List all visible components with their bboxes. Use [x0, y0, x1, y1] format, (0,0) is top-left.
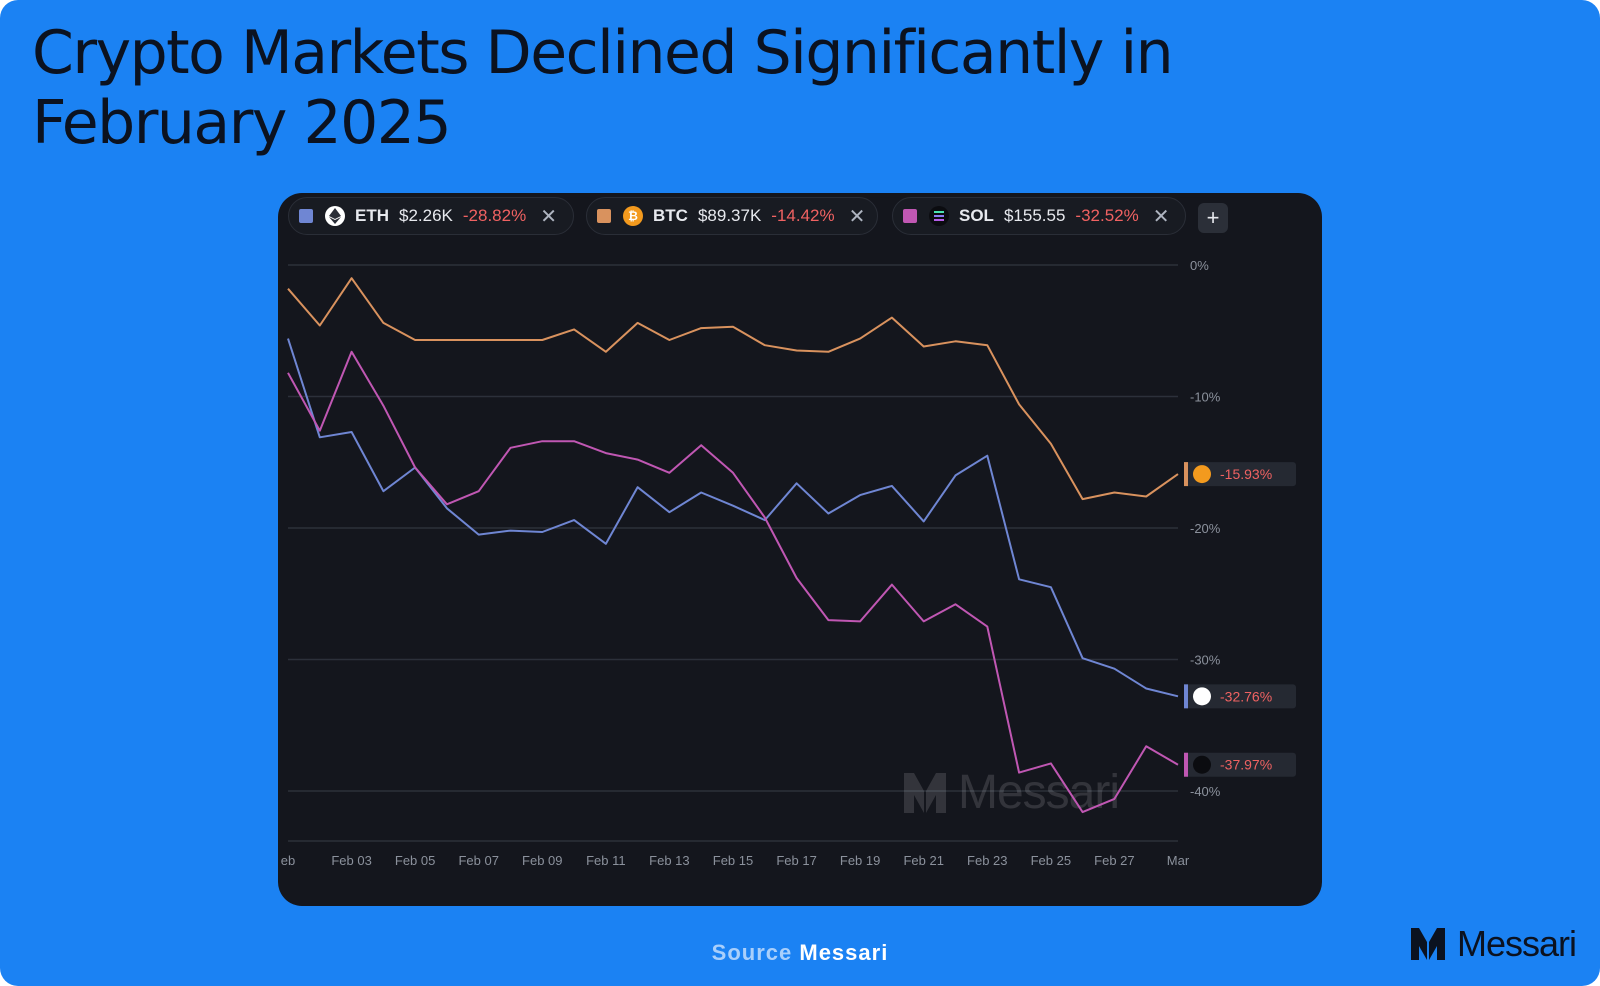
end-label-box: [1184, 462, 1296, 487]
legend-change: -28.82%: [462, 206, 527, 225]
x-tick-label: Feb 13: [649, 853, 689, 868]
bitcoin-icon: ₿: [623, 206, 643, 226]
x-tick-label: Feb 11: [586, 853, 626, 868]
solana-icon: [1193, 755, 1211, 774]
x-tick-label: Feb 21: [903, 853, 943, 868]
x-tick-label: eb: [281, 853, 295, 868]
y-tick-label: -30%: [1190, 653, 1221, 668]
messari-watermark-logo-icon: [904, 773, 946, 813]
x-tick-label: Feb 15: [713, 853, 753, 868]
series-line-eth: [287, 338, 1179, 698]
brand-name: Messari: [1456, 923, 1577, 964]
end-labels: -15.93% -32.76% -37.97%: [1184, 462, 1296, 777]
legend-pill-btc[interactable]: ₿ BTC $89.37K -14.42% ✕: [586, 197, 878, 235]
end-label-marker: [1184, 684, 1188, 709]
bitcoin-icon: [1193, 465, 1211, 484]
watermark: Messari: [904, 766, 1120, 819]
remove-sol-icon[interactable]: ✕: [1152, 205, 1170, 228]
y-axis: 0% -10% -20% -30% -40%: [1190, 258, 1221, 799]
ethereum-icon: [1193, 687, 1211, 706]
legend-price: $2.26K: [399, 206, 453, 225]
legend-symbol: BTC: [653, 206, 688, 225]
sol-swatch: [903, 209, 917, 223]
x-tick-label: Feb 17: [776, 853, 816, 868]
legend-pill-eth[interactable]: ETH $2.26K -28.82% ✕: [288, 197, 574, 235]
y-tick-label: -40%: [1190, 784, 1221, 799]
grid-lines: [288, 264, 1178, 842]
x-axis: eb Feb 03 Feb 05 Feb 07 Feb 09 Feb 11 Feb 13 Fe…: [281, 853, 1190, 868]
x-tick-label: Feb 07: [458, 853, 498, 868]
chart-panel: Messari 0% -10% -20% -30% -40% eb Feb 03 Feb 0…: [278, 193, 1322, 906]
x-tick-label: Feb 25: [1031, 853, 1071, 868]
series-lines: [287, 277, 1179, 814]
end-label-value: -37.97%: [1220, 757, 1272, 773]
end-label-marker: [1184, 462, 1188, 487]
x-tick-label: Feb 05: [395, 853, 435, 868]
y-tick-label: -10%: [1190, 390, 1221, 405]
end-label-eth: -32.76%: [1184, 684, 1296, 709]
brand-logo: Messari: [1410, 923, 1577, 964]
ethereum-icon: [325, 206, 345, 226]
y-tick-label: -20%: [1190, 521, 1221, 536]
legend-price: $89.37K: [697, 206, 762, 225]
source-label: Source: [711, 940, 793, 965]
y-tick-label: 0%: [1190, 258, 1209, 273]
watermark-text: Messari: [958, 766, 1119, 819]
x-tick-label: Feb 03: [331, 853, 371, 868]
end-label-sol: -37.97%: [1184, 752, 1296, 777]
remove-btc-icon[interactable]: ✕: [848, 205, 866, 228]
legend-symbol: ETH: [355, 206, 389, 225]
add-asset-button[interactable]: +: [1198, 203, 1228, 233]
end-label-btc: -15.93%: [1184, 462, 1296, 487]
remove-eth-icon[interactable]: ✕: [540, 205, 557, 228]
btc-swatch: [597, 209, 611, 223]
series-line-sol: [287, 350, 1179, 814]
legend-change: -14.42%: [771, 206, 835, 225]
legend-pill-sol[interactable]: SOL $155.55 -32.52% ✕: [892, 197, 1186, 235]
end-label-value: -15.93%: [1220, 466, 1272, 482]
end-label-box: [1184, 684, 1296, 709]
end-label-marker: [1184, 752, 1188, 777]
x-tick-label: Feb 27: [1094, 853, 1134, 868]
line-chart: Messari 0% -10% -20% -30% -40% eb Feb 03 Feb 0…: [281, 258, 1296, 868]
solana-icon: [929, 206, 949, 226]
source-credit: Source Messari: [0, 940, 1600, 966]
x-tick-label: Feb 23: [967, 853, 1007, 868]
end-label-box: [1184, 752, 1296, 777]
x-tick-label: Mar: [1167, 853, 1190, 868]
x-tick-label: Feb 09: [522, 853, 562, 868]
page-title: Crypto Markets Declined Significantly in…: [32, 18, 1174, 158]
source-value: Messari: [799, 940, 889, 965]
messari-logo-icon: [1410, 928, 1445, 960]
eth-swatch: [299, 209, 313, 223]
legend-price: $155.55: [1003, 206, 1066, 225]
legend-symbol: SOL: [959, 206, 994, 225]
end-label-value: -32.76%: [1220, 688, 1272, 704]
x-tick-label: Feb 19: [840, 853, 880, 868]
legend-change: -32.52%: [1075, 206, 1139, 225]
series-line-btc: [287, 277, 1179, 501]
